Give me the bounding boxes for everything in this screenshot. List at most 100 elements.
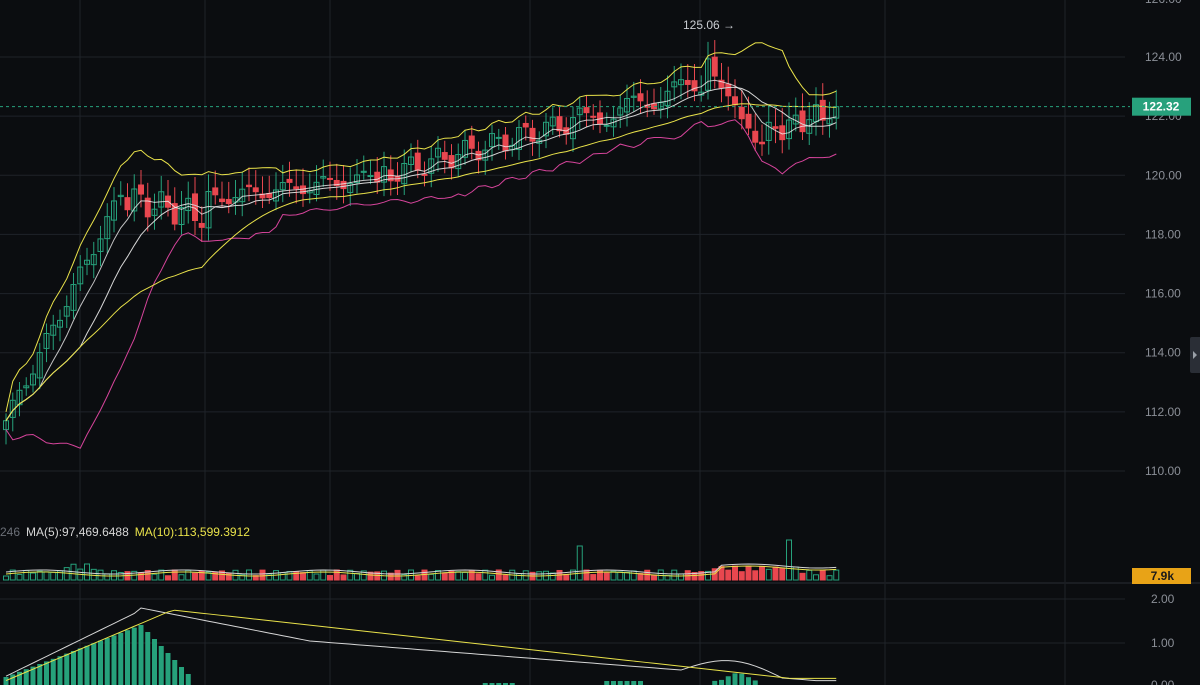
- volume-bar: [765, 568, 772, 581]
- candle-body: [772, 126, 779, 129]
- candle-body: [725, 83, 732, 97]
- volume-bar: [3, 575, 9, 581]
- candlestick: [178, 191, 185, 235]
- macd-hist-bar: [496, 683, 502, 685]
- candlestick: [171, 187, 178, 231]
- macd-hist-bar: [509, 683, 515, 685]
- volume-bar: [414, 575, 421, 581]
- candle-body: [522, 122, 529, 128]
- candle-body: [212, 187, 219, 196]
- macd-hist-bar: [104, 638, 110, 685]
- candlestick: [63, 295, 70, 329]
- macd-hist-bar: [712, 680, 718, 685]
- candle-body: [381, 166, 387, 183]
- candlestick: [509, 137, 516, 157]
- candlestick: [435, 136, 441, 172]
- candlestick: [556, 106, 563, 138]
- macd-axis: 1.00 2.00 0.00: [1151, 592, 1175, 685]
- candle-body: [752, 130, 759, 143]
- candlestick: [536, 131, 543, 158]
- candle-body: [340, 180, 347, 190]
- volume-bar: [394, 569, 401, 581]
- candles: [3, 40, 840, 445]
- volume-bar: [50, 571, 57, 581]
- candle-body: [313, 181, 320, 196]
- volume-bar: [738, 571, 745, 581]
- price-tick-label: 112.00: [1145, 405, 1181, 419]
- candlestick: [97, 225, 104, 267]
- high-price-annotation: 125.06 →: [683, 18, 735, 32]
- volume-badge: 7.9k: [1132, 568, 1191, 584]
- fast-ma-line: [5, 79, 837, 421]
- candle-body: [819, 99, 826, 121]
- volume-bar: [158, 569, 165, 581]
- volume-bar: [651, 574, 657, 581]
- long-ma-line: [5, 103, 837, 421]
- macd-hist-bar: [131, 627, 137, 685]
- candlestick: [374, 157, 381, 194]
- volume-bar: [590, 574, 597, 581]
- candlestick: [131, 174, 138, 222]
- volume-bar: [813, 574, 819, 581]
- volume-bar: [178, 574, 185, 581]
- candlestick: [333, 163, 340, 200]
- candlestick: [806, 102, 813, 146]
- candlestick: [759, 124, 765, 156]
- volume-bar: [678, 573, 684, 581]
- volume-bar: [462, 571, 468, 581]
- macd-hist-bar: [752, 680, 758, 685]
- volume-bar: [43, 571, 50, 581]
- candlestick: [462, 129, 468, 165]
- volume-bar: [300, 572, 306, 581]
- candle-body: [671, 81, 678, 88]
- volume-bar: [219, 570, 225, 581]
- candle-body: [624, 98, 630, 113]
- axis-collapse-handle[interactable]: [1190, 337, 1200, 373]
- volume-bar: [347, 569, 354, 581]
- price-tick-label: 110.00: [1145, 464, 1181, 478]
- candle-body: [36, 352, 43, 379]
- volume-bar: [786, 539, 792, 581]
- volume-bar: [239, 574, 246, 581]
- macd-hist-bar: [71, 651, 76, 685]
- macd-hist-bar: [77, 648, 83, 685]
- candle-body: [759, 141, 765, 145]
- candle-body: [84, 259, 90, 265]
- volume-bar: [482, 569, 489, 581]
- candlestick: [198, 206, 205, 242]
- volume-bar: [401, 574, 408, 581]
- candlestick: [489, 124, 495, 161]
- candlestick: [50, 314, 57, 350]
- last-price-badge-text: 122.32: [1143, 100, 1180, 114]
- candlestick: [705, 41, 711, 100]
- candlestick: [522, 115, 529, 141]
- candlestick: [70, 272, 77, 319]
- candlestick: [360, 155, 367, 180]
- candle-body: [286, 178, 293, 183]
- candle-body: [421, 173, 428, 176]
- candlestick: [570, 106, 576, 152]
- ma10-legend: MA(10):113,599.3912: [134, 525, 250, 539]
- candlestick: [219, 181, 225, 208]
- price-tick-label: 126.00: [1145, 0, 1182, 6]
- candlestick: [9, 392, 16, 432]
- macd-hist-bar: [44, 661, 49, 685]
- volume-bar: [725, 569, 732, 581]
- volume-bar: [705, 570, 711, 581]
- candlestick: [212, 170, 219, 205]
- candle-body: [711, 56, 718, 77]
- volume-bar: [752, 570, 759, 581]
- candle-body: [16, 389, 23, 406]
- candlestick: [468, 125, 475, 160]
- candlestick: [225, 181, 232, 214]
- macd-hist-bar: [98, 640, 103, 685]
- candle-body: [171, 203, 178, 225]
- candlestick: [43, 323, 50, 363]
- volume-bar: [671, 569, 678, 581]
- candlestick: [576, 96, 583, 130]
- volume-bar: [448, 570, 455, 581]
- volume-bar: [333, 569, 340, 581]
- candlestick: [57, 309, 63, 342]
